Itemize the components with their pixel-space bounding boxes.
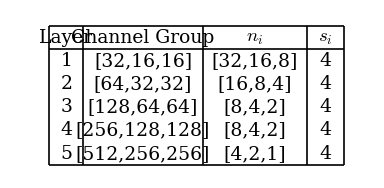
Text: 4: 4	[320, 98, 332, 116]
Text: $s_i$: $s_i$	[318, 29, 333, 47]
Text: $n_i$: $n_i$	[247, 29, 263, 47]
Text: 5: 5	[60, 145, 73, 163]
Text: [64,32,32]: [64,32,32]	[94, 75, 192, 93]
Text: 4: 4	[320, 121, 332, 139]
Text: [8,4,2]: [8,4,2]	[223, 121, 286, 139]
Text: [8,4,2]: [8,4,2]	[223, 98, 286, 116]
Text: [32,16,8]: [32,16,8]	[212, 52, 298, 70]
Text: [16,8,4]: [16,8,4]	[218, 75, 292, 93]
Text: Channel Group: Channel Group	[71, 29, 215, 47]
Text: [128,64,64]: [128,64,64]	[88, 98, 198, 116]
Text: [512,256,256]: [512,256,256]	[76, 145, 210, 163]
Text: Layer: Layer	[40, 29, 93, 47]
Text: 3: 3	[61, 98, 72, 116]
Text: [256,128,128]: [256,128,128]	[76, 121, 210, 139]
Text: [32,16,16]: [32,16,16]	[94, 52, 192, 70]
Text: 2: 2	[60, 75, 73, 93]
Text: [4,2,1]: [4,2,1]	[223, 145, 286, 163]
Text: 4: 4	[320, 145, 332, 163]
Text: 4: 4	[320, 75, 332, 93]
Text: 4: 4	[60, 121, 73, 139]
Text: 1: 1	[61, 52, 72, 70]
Text: 4: 4	[320, 52, 332, 70]
